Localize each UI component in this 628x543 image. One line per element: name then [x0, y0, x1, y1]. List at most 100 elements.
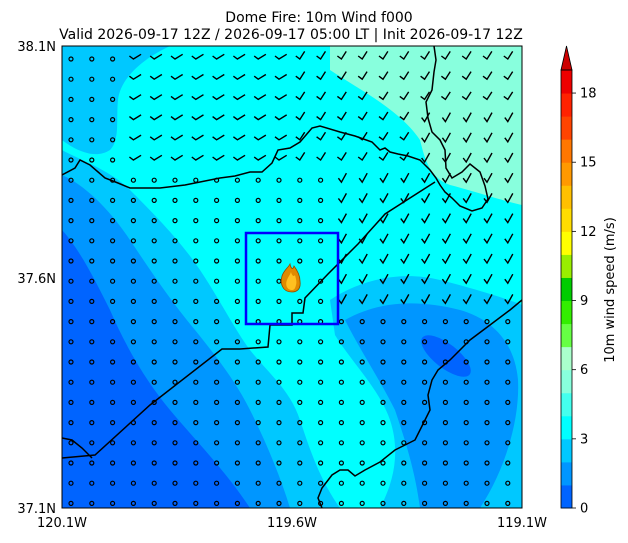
- wind-calm-marker: [109, 298, 116, 304]
- wind-calm-marker: [68, 339, 74, 345]
- wind-calm-marker: [338, 460, 344, 466]
- wind-calm-marker: [484, 319, 490, 325]
- wind-barb: [461, 71, 472, 81]
- wind-calm-marker: [130, 278, 136, 284]
- wind-calm-marker: [276, 480, 282, 486]
- colorbar-tick-label: 12: [580, 225, 597, 240]
- wind-calm-marker: [89, 339, 95, 345]
- colorbar-segment: [561, 415, 572, 440]
- wind-calm-marker: [442, 319, 448, 325]
- wind-calm-marker: [338, 379, 344, 385]
- wind-calm-marker: [380, 319, 386, 325]
- chart-title: Dome Fire: 10m Wind f000: [225, 10, 412, 26]
- wind-barb: [421, 253, 431, 265]
- wind-calm-marker: [380, 460, 386, 466]
- colorbar-segment: [561, 208, 572, 232]
- colorbar-segment: [561, 461, 572, 486]
- wind-barb: [295, 51, 306, 61]
- wind-barb: [128, 94, 142, 101]
- wind-calm-marker: [422, 440, 428, 446]
- wind-barb: [421, 193, 431, 204]
- wind-barb: [441, 213, 452, 224]
- wind-calm-marker: [297, 238, 303, 244]
- wind-barb: [378, 131, 389, 141]
- wind-barb: [379, 273, 389, 285]
- wind-calm-marker: [130, 177, 136, 183]
- wind-barb: [295, 71, 306, 81]
- wind-calm-marker: [109, 157, 116, 163]
- wind-calm-marker: [255, 339, 261, 345]
- wind-barb: [441, 233, 452, 245]
- wind-calm-marker: [109, 460, 116, 466]
- wind-barb: [441, 193, 452, 204]
- wind-calm-marker: [130, 319, 136, 325]
- wind-barb: [316, 131, 327, 141]
- wind-calm-marker: [297, 440, 303, 446]
- wind-barb: [358, 172, 368, 184]
- wind-barb: [504, 132, 514, 144]
- wind-barb: [441, 253, 452, 265]
- wind-calm-marker: [193, 258, 199, 264]
- wind-calm-marker: [276, 460, 282, 466]
- wind-calm-marker: [109, 420, 116, 426]
- wind-barb: [421, 273, 431, 285]
- wind-barb: [441, 112, 452, 123]
- wind-calm-marker: [172, 379, 178, 385]
- wind-calm-marker: [422, 339, 428, 345]
- wind-barb: [316, 51, 327, 61]
- wind-calm-marker: [172, 399, 178, 405]
- wind-calm-marker: [442, 399, 448, 405]
- wind-calm-marker: [151, 238, 157, 244]
- wind-barb: [212, 53, 225, 60]
- wind-calm-marker: [422, 359, 428, 365]
- wind-calm-marker: [68, 399, 74, 405]
- wind-barb: [295, 91, 306, 101]
- wind-calm-marker: [401, 440, 407, 446]
- wind-calm-marker: [484, 339, 490, 345]
- wind-calm-marker: [109, 197, 116, 203]
- wind-calm-marker: [442, 460, 448, 466]
- wind-calm-marker: [151, 460, 157, 466]
- wind-calm-marker: [68, 460, 74, 466]
- wind-calm-marker: [297, 460, 303, 466]
- wind-barb: [253, 114, 267, 121]
- wind-calm-marker: [297, 177, 303, 183]
- x-tick-middle: 119.6W: [267, 516, 317, 531]
- fire-perimeter-box: [244, 231, 340, 326]
- wind-calm-marker: [109, 116, 116, 123]
- colorbar: 0 3 6 9 12 15 18: [560, 45, 597, 517]
- wind-calm-marker: [234, 238, 240, 244]
- wind-barb: [149, 114, 163, 121]
- wind-calm-marker: [109, 379, 116, 385]
- wind-barb: [399, 51, 410, 61]
- wind-calm-marker: [151, 339, 157, 345]
- wind-calm-marker: [193, 500, 199, 506]
- wind-barb: [212, 94, 225, 101]
- wind-calm-marker: [255, 379, 261, 385]
- wind-calm-marker: [68, 420, 74, 426]
- wind-calm-marker: [380, 500, 386, 506]
- wind-barb: [503, 51, 514, 61]
- wind-barb: [232, 114, 246, 121]
- wind-barb: [483, 233, 493, 245]
- wind-calm-marker: [172, 319, 178, 325]
- wind-barb: [336, 152, 347, 162]
- wind-calm-marker: [130, 460, 136, 466]
- wind-calm-marker: [109, 56, 116, 62]
- wind-calm-marker: [380, 339, 386, 345]
- wind-calm-marker: [297, 258, 303, 264]
- wind-calm-marker: [422, 399, 428, 405]
- colorbar-tick-label: 9: [580, 294, 588, 309]
- wind-calm-marker: [130, 339, 136, 345]
- wind-barb: [212, 134, 225, 141]
- wind-calm-marker: [401, 399, 407, 405]
- wind-barb: [295, 152, 306, 162]
- wind-calm-marker: [401, 500, 407, 506]
- wind-calm-marker: [68, 56, 74, 62]
- wind-calm-marker: [442, 500, 448, 506]
- wind-barb: [379, 193, 389, 204]
- wind-calm-marker: [193, 197, 199, 203]
- wind-calm-marker: [109, 500, 116, 506]
- wind-calm-marker: [463, 319, 469, 325]
- wind-barb: [232, 94, 246, 101]
